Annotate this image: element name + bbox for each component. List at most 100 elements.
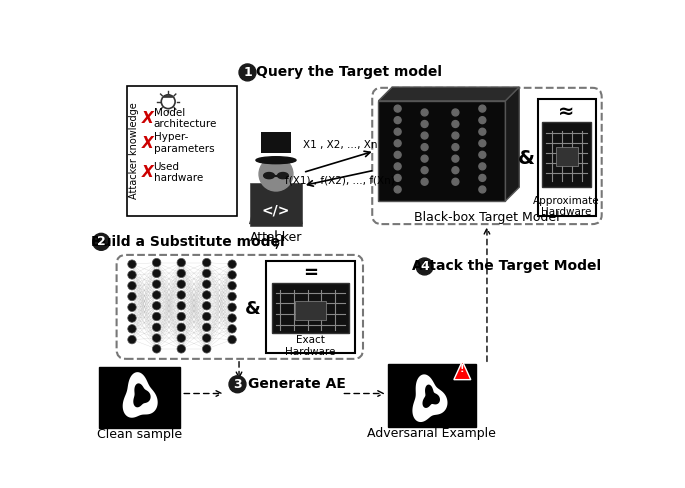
FancyBboxPatch shape — [266, 261, 356, 353]
Circle shape — [152, 269, 161, 278]
Circle shape — [203, 258, 211, 267]
Circle shape — [128, 335, 136, 344]
Polygon shape — [454, 361, 471, 380]
FancyBboxPatch shape — [538, 99, 595, 216]
Text: &: & — [245, 300, 261, 318]
Circle shape — [452, 178, 459, 185]
Circle shape — [228, 282, 236, 290]
Circle shape — [421, 178, 428, 185]
Circle shape — [421, 143, 428, 151]
Text: X: X — [142, 136, 153, 151]
Text: X: X — [142, 111, 153, 126]
Ellipse shape — [264, 173, 275, 179]
Circle shape — [152, 291, 161, 299]
Polygon shape — [134, 384, 151, 407]
Circle shape — [229, 376, 246, 393]
Text: Clean sample: Clean sample — [97, 428, 182, 441]
Circle shape — [128, 292, 136, 301]
Circle shape — [203, 312, 211, 321]
Circle shape — [203, 302, 211, 310]
Text: Approximate
Hardware: Approximate Hardware — [533, 196, 599, 217]
Circle shape — [452, 167, 459, 174]
Circle shape — [394, 117, 401, 123]
Polygon shape — [249, 193, 303, 224]
Circle shape — [128, 314, 136, 322]
Circle shape — [228, 335, 236, 344]
FancyBboxPatch shape — [250, 183, 302, 225]
Circle shape — [177, 269, 186, 278]
Circle shape — [421, 167, 428, 174]
Text: </>: </> — [262, 203, 290, 217]
Circle shape — [177, 312, 186, 321]
Text: Attacker knowledge: Attacker knowledge — [129, 102, 138, 199]
Ellipse shape — [256, 157, 296, 163]
Circle shape — [479, 174, 486, 182]
Circle shape — [394, 186, 401, 193]
Text: Adversarial Example: Adversarial Example — [367, 427, 497, 440]
Circle shape — [394, 140, 401, 147]
Circle shape — [152, 302, 161, 310]
Circle shape — [177, 334, 186, 342]
FancyBboxPatch shape — [556, 147, 578, 166]
Text: X1 , X2, ..., Xn: X1 , X2, ..., Xn — [303, 140, 377, 150]
Polygon shape — [423, 385, 440, 408]
Text: Black-box Target Model: Black-box Target Model — [414, 211, 560, 224]
Circle shape — [421, 109, 428, 116]
Text: Query the Target model: Query the Target model — [256, 65, 442, 80]
Text: ≈: ≈ — [558, 102, 575, 121]
Circle shape — [203, 291, 211, 299]
Circle shape — [203, 345, 211, 353]
Polygon shape — [506, 87, 519, 201]
Circle shape — [479, 105, 486, 112]
Circle shape — [452, 132, 459, 139]
Circle shape — [479, 128, 486, 135]
Circle shape — [161, 95, 175, 109]
Circle shape — [479, 117, 486, 123]
Text: f(X1) , f(X2), ..., f(Xn): f(X1) , f(X2), ..., f(Xn) — [285, 175, 395, 185]
Circle shape — [128, 260, 136, 268]
Circle shape — [479, 151, 486, 158]
Text: 4: 4 — [420, 260, 429, 273]
Text: 3: 3 — [233, 378, 242, 391]
Circle shape — [452, 143, 459, 151]
Circle shape — [479, 186, 486, 193]
Circle shape — [152, 258, 161, 267]
Text: Build a Substitute model: Build a Substitute model — [90, 235, 284, 249]
Circle shape — [394, 128, 401, 135]
Circle shape — [421, 155, 428, 162]
Text: &: & — [518, 149, 535, 168]
FancyBboxPatch shape — [271, 183, 282, 191]
Circle shape — [479, 140, 486, 147]
Circle shape — [177, 323, 186, 331]
Text: !: ! — [460, 364, 464, 374]
Circle shape — [394, 151, 401, 158]
Circle shape — [452, 109, 459, 116]
Circle shape — [239, 64, 256, 81]
Circle shape — [177, 291, 186, 299]
Circle shape — [203, 323, 211, 331]
Circle shape — [228, 325, 236, 333]
FancyBboxPatch shape — [388, 364, 476, 427]
Circle shape — [177, 258, 186, 267]
FancyBboxPatch shape — [127, 85, 238, 216]
Polygon shape — [378, 101, 506, 201]
Circle shape — [203, 269, 211, 278]
Text: X: X — [142, 165, 153, 180]
Circle shape — [452, 121, 459, 127]
Circle shape — [416, 258, 433, 275]
Text: =: = — [303, 264, 318, 282]
Circle shape — [177, 280, 186, 288]
Circle shape — [128, 325, 136, 333]
Text: Attacker: Attacker — [250, 231, 302, 244]
Circle shape — [479, 163, 486, 170]
Circle shape — [394, 163, 401, 170]
Circle shape — [421, 132, 428, 139]
Text: Exact
Hardware: Exact Hardware — [286, 335, 336, 357]
Circle shape — [228, 292, 236, 301]
Text: 1: 1 — [243, 66, 252, 79]
FancyBboxPatch shape — [295, 301, 326, 320]
Text: Hyper-
parameters: Hyper- parameters — [153, 132, 214, 154]
Text: Model
architecture: Model architecture — [153, 108, 217, 129]
Ellipse shape — [277, 173, 288, 179]
FancyBboxPatch shape — [543, 122, 591, 187]
